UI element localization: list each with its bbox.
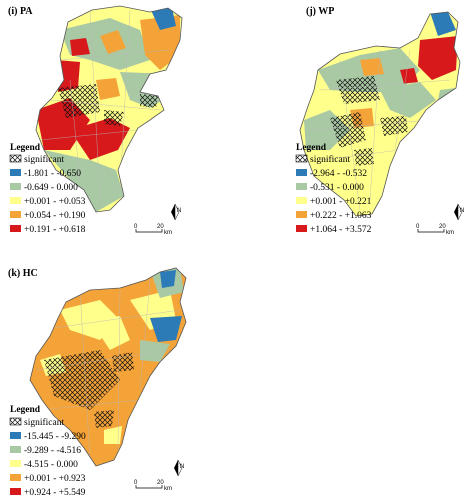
panel-i-map [35,5,183,213]
legend-swatch-1 [10,432,21,439]
legend-class-label-4: +0.054 - +0.190 [24,211,86,221]
panel-j-north-arrow: N [454,203,464,221]
panel-k-scale-bar: 0 20 km [134,480,172,492]
scale-unit: km [446,230,454,236]
legend-swatch-2 [296,183,307,190]
legend-swatch-5 [296,225,307,232]
panel-i-significant-label: significant [24,154,64,165]
north-arrow-icon [454,204,458,220]
north-arrow-icon [174,460,178,476]
panel-k-significant-label: significant [24,417,64,428]
panel-i-legend-title: Legend [10,143,41,153]
panel-i-scale-bar: 0 20 km [134,224,172,236]
legend-class-label-3: +0.001 - +0.053 [24,197,86,207]
panel-k-legend: Legend significant -15.445 - -9.290 -9.2… [9,405,86,498]
north-label: N [180,464,184,470]
panel-i-north-arrow: N [171,203,181,221]
legend-swatch-4 [296,211,307,218]
scale-unit: km [164,230,172,236]
scale-start: 0 [134,224,138,230]
significant-swatch [9,154,22,163]
legend-swatch-5 [10,488,21,495]
legend-swatch-3 [296,197,307,204]
panel-i-title: (i) PA [8,6,33,17]
scale-start: 0 [134,480,138,486]
significant-swatch [9,417,22,426]
panel-i-legend-classes: -1.801 - -0.650 -0.649 - 0.000 +0.001 - … [10,169,86,235]
panel-j-legend: Legend significant -2.964 - -0.532 -0.53… [295,143,372,235]
legend-class-label-3: +0.001 - +0.221 [310,197,372,207]
legend-class-label-1: -15.445 - -9.290 [24,432,86,442]
legend-class-label-5: +0.924 - +5.549 [24,488,86,498]
legend-swatch-2 [10,446,21,453]
legend-swatch-4 [10,211,21,218]
legend-swatch-1 [10,169,21,176]
legend-class-label-2: -0.649 - 0.000 [24,183,78,193]
scale-start: 0 [416,224,420,230]
north-label: N [177,208,181,214]
legend-class-label-4: +0.001 - +0.923 [24,474,86,484]
north-arrow-icon [171,204,175,220]
legend-swatch-2 [10,183,21,190]
legend-swatch-3 [10,460,21,467]
legend-class-label-4: +0.222 - +1.063 [310,211,372,221]
legend-class-label-2: -0.531 - 0.000 [310,183,364,193]
scale-end: 20 [157,224,164,230]
legend-class-label-3: -4.515 - 0.000 [24,460,78,470]
panel-j-legend-title: Legend [296,143,327,153]
legend-class-label-2: -9.289 - -4.516 [24,446,81,456]
panel-k-legend-title: Legend [10,405,41,415]
panel-j-scale-bar: 0 20 km [416,224,454,236]
scale-end: 20 [439,224,446,230]
scale-unit: km [164,486,172,492]
legend-class-label-5: +1.064 - +3.572 [310,225,372,235]
panel-k-title: (k) HC [8,268,38,279]
legend-class-label-1: -2.964 - -0.532 [310,169,367,179]
panel-k-north-arrow: N [174,459,184,477]
panel-j-title: (j) WP [306,6,334,17]
scale-end: 20 [157,480,164,486]
significant-swatch [295,154,308,163]
legend-swatch-5 [10,225,21,232]
legend-class-label-5: +0.191 - +0.618 [24,225,86,235]
legend-swatch-4 [10,474,21,481]
legend-class-label-1: -1.801 - -0.650 [24,169,81,179]
legend-swatch-1 [296,169,307,176]
panel-j-significant-label: significant [310,154,350,165]
north-label: N [460,208,464,214]
panel-i-legend: Legend significant -1.801 - -0.650 -0.64… [9,143,86,235]
legend-swatch-3 [10,197,21,204]
